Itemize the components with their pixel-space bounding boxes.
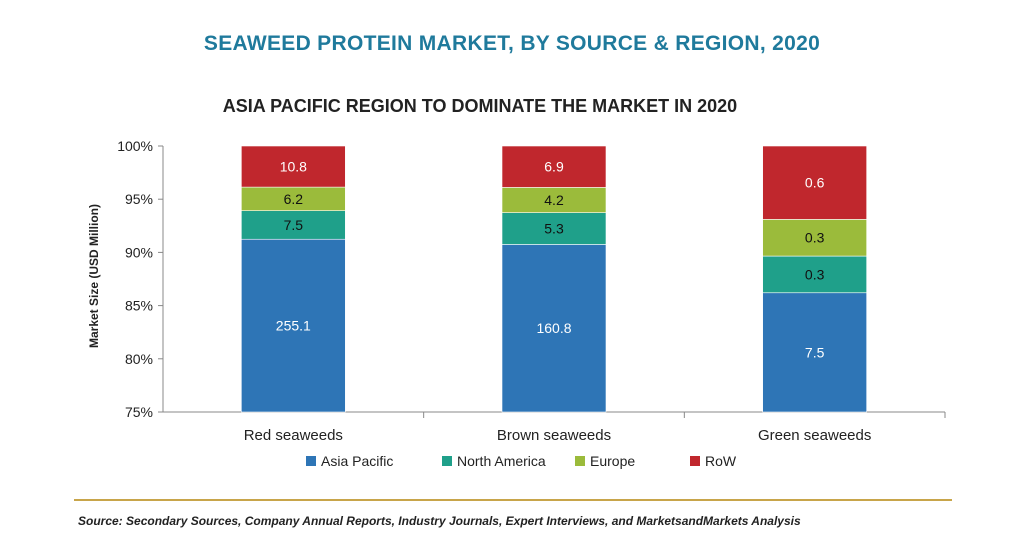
legend-swatch: [306, 456, 316, 466]
legend-label: RoW: [705, 453, 737, 469]
legend-swatch: [575, 456, 585, 466]
y-tick-label: 80%: [125, 351, 153, 367]
bar-segment: [762, 145, 867, 220]
chart-subtitle: ASIA PACIFIC REGION TO DOMINATE THE MARK…: [222, 96, 738, 116]
y-tick-label: 95%: [125, 191, 153, 207]
data-label: 6.2: [284, 191, 304, 207]
x-tick-label: Red seaweeds: [244, 427, 343, 444]
y-tick-label: 100%: [117, 138, 153, 154]
bar-segment: [241, 145, 346, 188]
bar-segment: [762, 255, 867, 294]
bar-segment: [241, 210, 346, 240]
source-note: Source: Secondary Sources, Company Annua…: [78, 514, 801, 528]
data-label: 7.5: [805, 344, 825, 360]
footer-divider: [74, 499, 952, 501]
data-label: 0.6: [805, 175, 825, 191]
bar-segment: [501, 145, 607, 188]
y-tick-label: 85%: [125, 298, 153, 314]
x-tick-label: Green seaweeds: [758, 427, 871, 444]
data-label: 5.3: [544, 221, 564, 237]
y-tick-label: 90%: [125, 244, 153, 260]
data-label: 4.2: [544, 192, 564, 208]
data-label: 6.9: [544, 159, 564, 175]
legend-label: Asia Pacific: [321, 453, 393, 469]
data-label: 160.8: [536, 320, 571, 336]
bar-segment: [501, 187, 607, 213]
data-label: 10.8: [280, 159, 307, 175]
legend-swatch: [690, 456, 700, 466]
data-label: 0.3: [805, 266, 825, 282]
bar-segment: [241, 238, 346, 413]
legend-swatch: [442, 456, 452, 466]
y-tick-label: 75%: [125, 404, 153, 420]
legend-label: North America: [457, 453, 546, 469]
y-axis-title: Market Size (USD Million): [87, 204, 101, 348]
legend-label: Europe: [590, 453, 635, 469]
bar-segment: [762, 292, 867, 413]
page-title: SEAWEED PROTEIN MARKET, BY SOURCE & REGI…: [203, 32, 821, 55]
x-tick-label: Brown seaweeds: [497, 427, 611, 444]
bar-segment: [501, 212, 607, 245]
data-label: 255.1: [276, 318, 311, 334]
data-label: 0.3: [805, 230, 825, 246]
data-label: 7.5: [284, 217, 304, 233]
bar-segment: [501, 244, 607, 413]
